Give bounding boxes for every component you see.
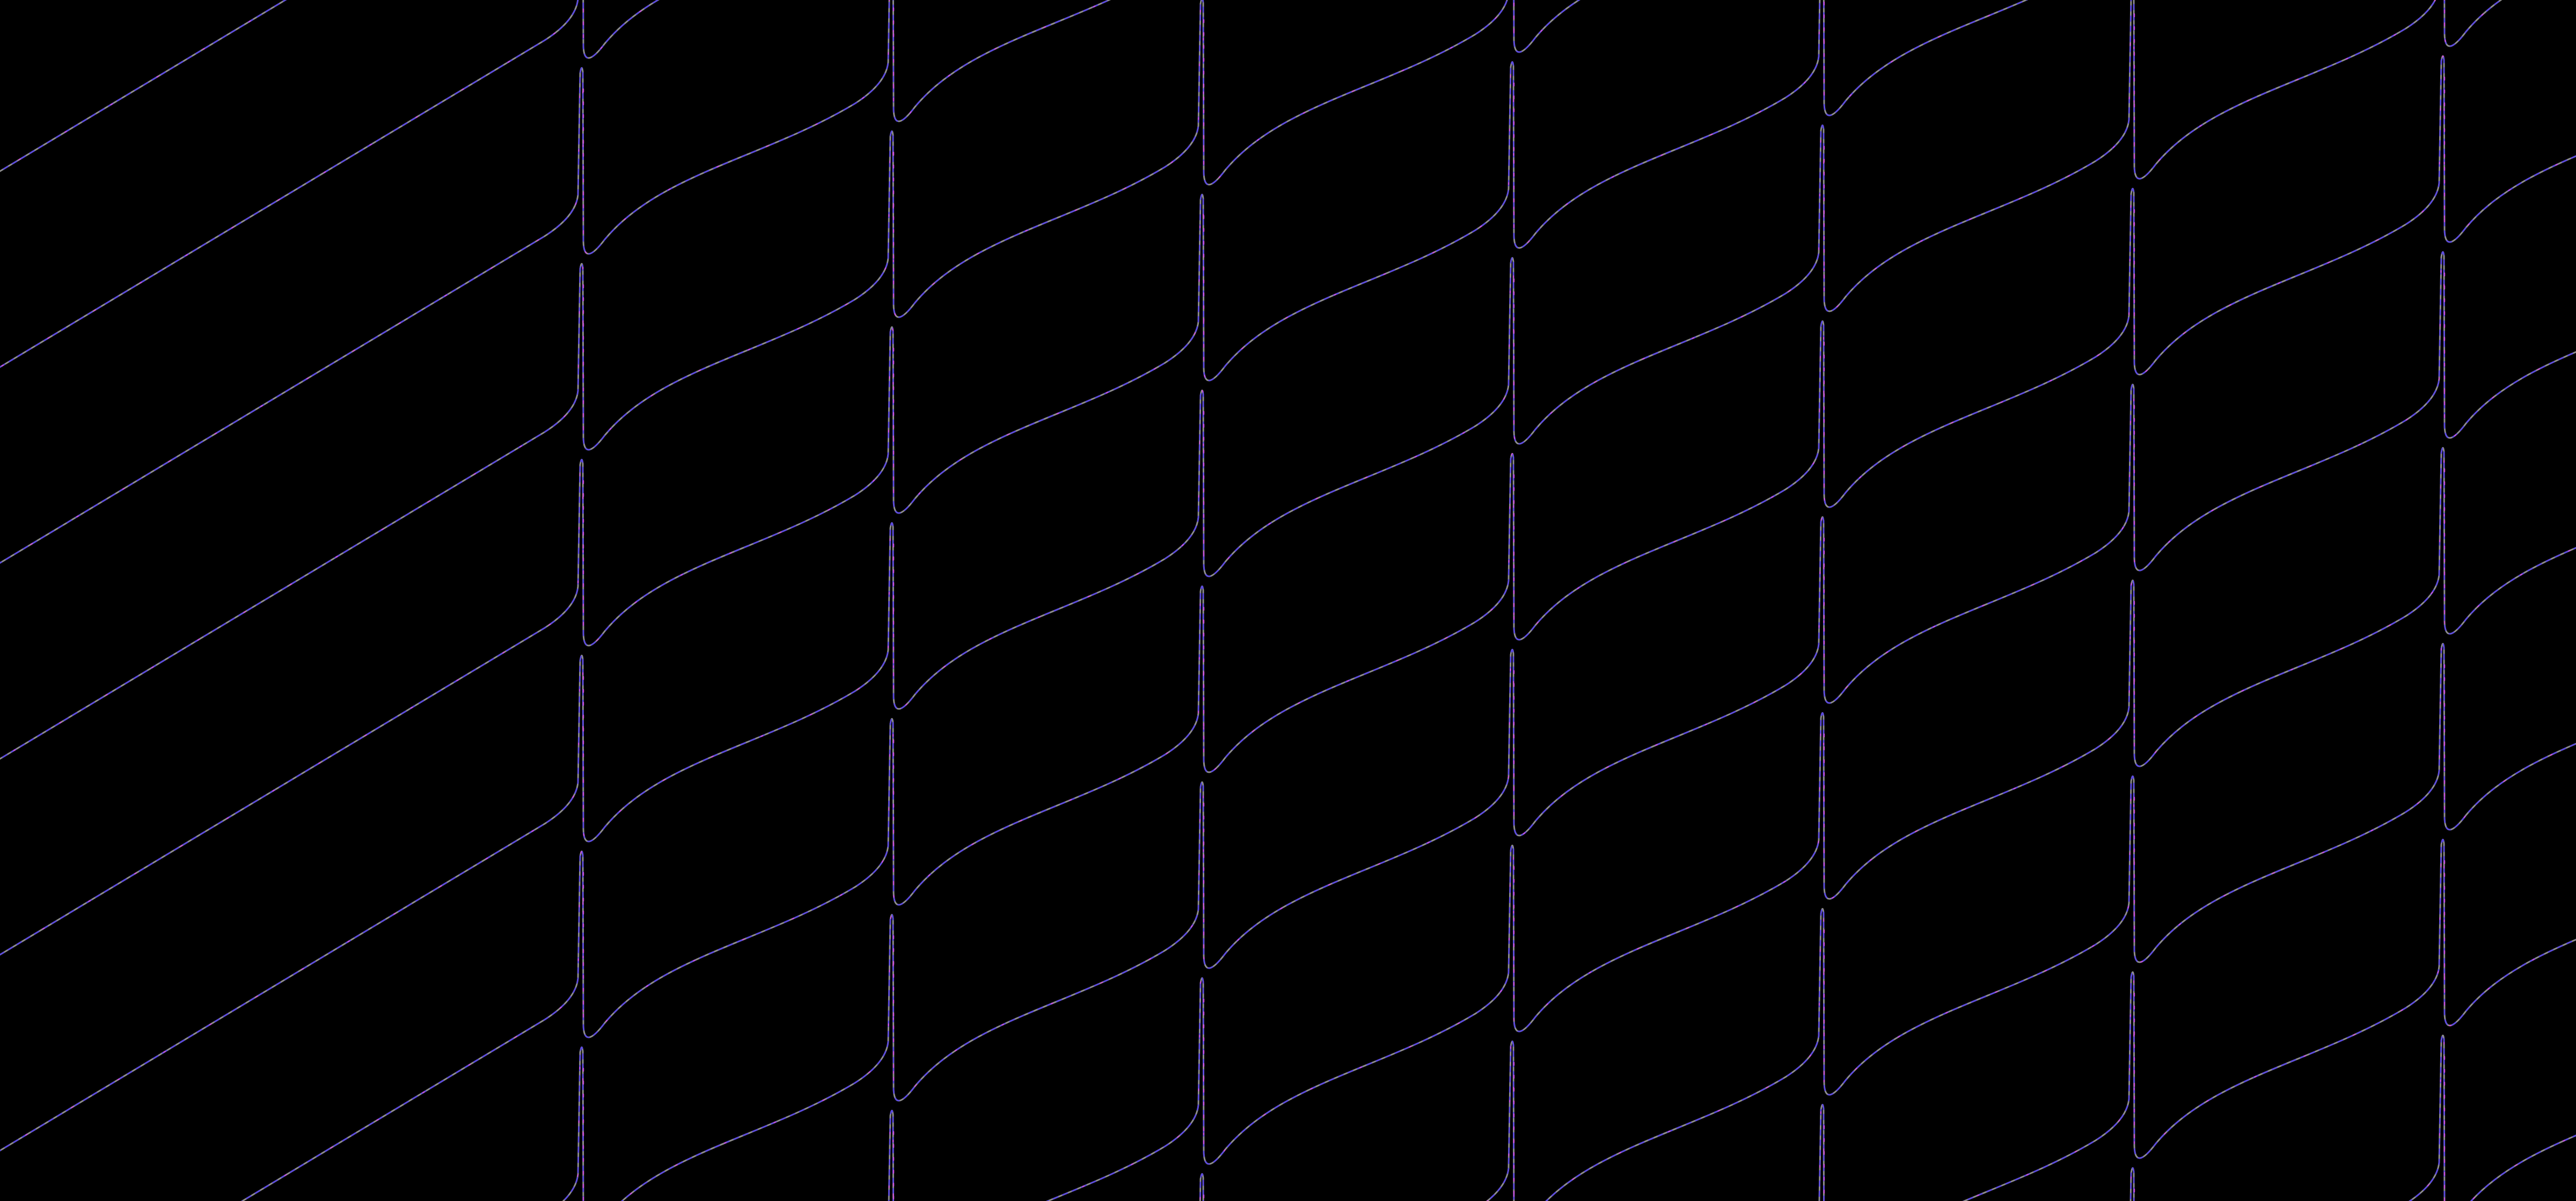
trajectory-curve-core bbox=[0, 0, 660, 368]
trajectory-fleck-accent bbox=[0, 0, 2502, 1152]
trajectory-curve-core bbox=[1199, 643, 2576, 1201]
trajectory-curve-core bbox=[888, 447, 2576, 1201]
trajectory-curve-dash bbox=[0, 0, 287, 172]
trajectory-curve-dash bbox=[0, 0, 1580, 760]
trajectory-curve-dash bbox=[1199, 643, 2576, 1201]
trajectory-fleck-accent bbox=[1818, 839, 2576, 1201]
trajectory-curve-dash bbox=[1818, 839, 2576, 1201]
trajectory-curve-dash bbox=[0, 0, 2028, 956]
trajectory-fleck-accent bbox=[0, 0, 2028, 956]
trajectory-fleck-accent bbox=[0, 0, 660, 368]
trajectory-fleck-accent bbox=[0, 0, 287, 172]
trajectory-curve-core bbox=[2129, 1035, 2576, 1201]
trajectory-curve-core bbox=[0, 0, 287, 172]
trajectory-curve-core bbox=[0, 0, 1111, 564]
trajectory-curve-core bbox=[1818, 839, 2576, 1201]
trajectory-curve-dash bbox=[0, 0, 1111, 564]
trajectory-fleck-accent bbox=[562, 251, 2576, 1201]
trajectory-curve-core bbox=[0, 0, 2502, 1152]
trajectory-curve-core bbox=[240, 55, 2576, 1201]
trajectory-curve-core bbox=[0, 0, 1581, 760]
trajectory-fleck-accent bbox=[2129, 1035, 2576, 1201]
trajectory-curve-dash bbox=[0, 0, 2502, 1152]
trajectory-fleck-accent bbox=[0, 0, 1110, 564]
trajectory-fleck-accent bbox=[241, 55, 2576, 1201]
trajectory-curve-core bbox=[562, 251, 2576, 1201]
trajectory-curve-dash bbox=[241, 55, 2576, 1201]
trajectory-curve-dash bbox=[0, 0, 660, 368]
trajectory-fleck-accent bbox=[888, 447, 2576, 1201]
trajectory-curve-dash bbox=[2129, 1035, 2576, 1201]
trajectory-curve-dash bbox=[888, 447, 2576, 1201]
trajectory-curve-dash bbox=[562, 251, 2576, 1201]
trajectory-fleck-accent bbox=[1199, 643, 2576, 1201]
trajectory-fleck-accent bbox=[0, 0, 1580, 760]
trajectory-curve-core bbox=[0, 0, 2029, 956]
